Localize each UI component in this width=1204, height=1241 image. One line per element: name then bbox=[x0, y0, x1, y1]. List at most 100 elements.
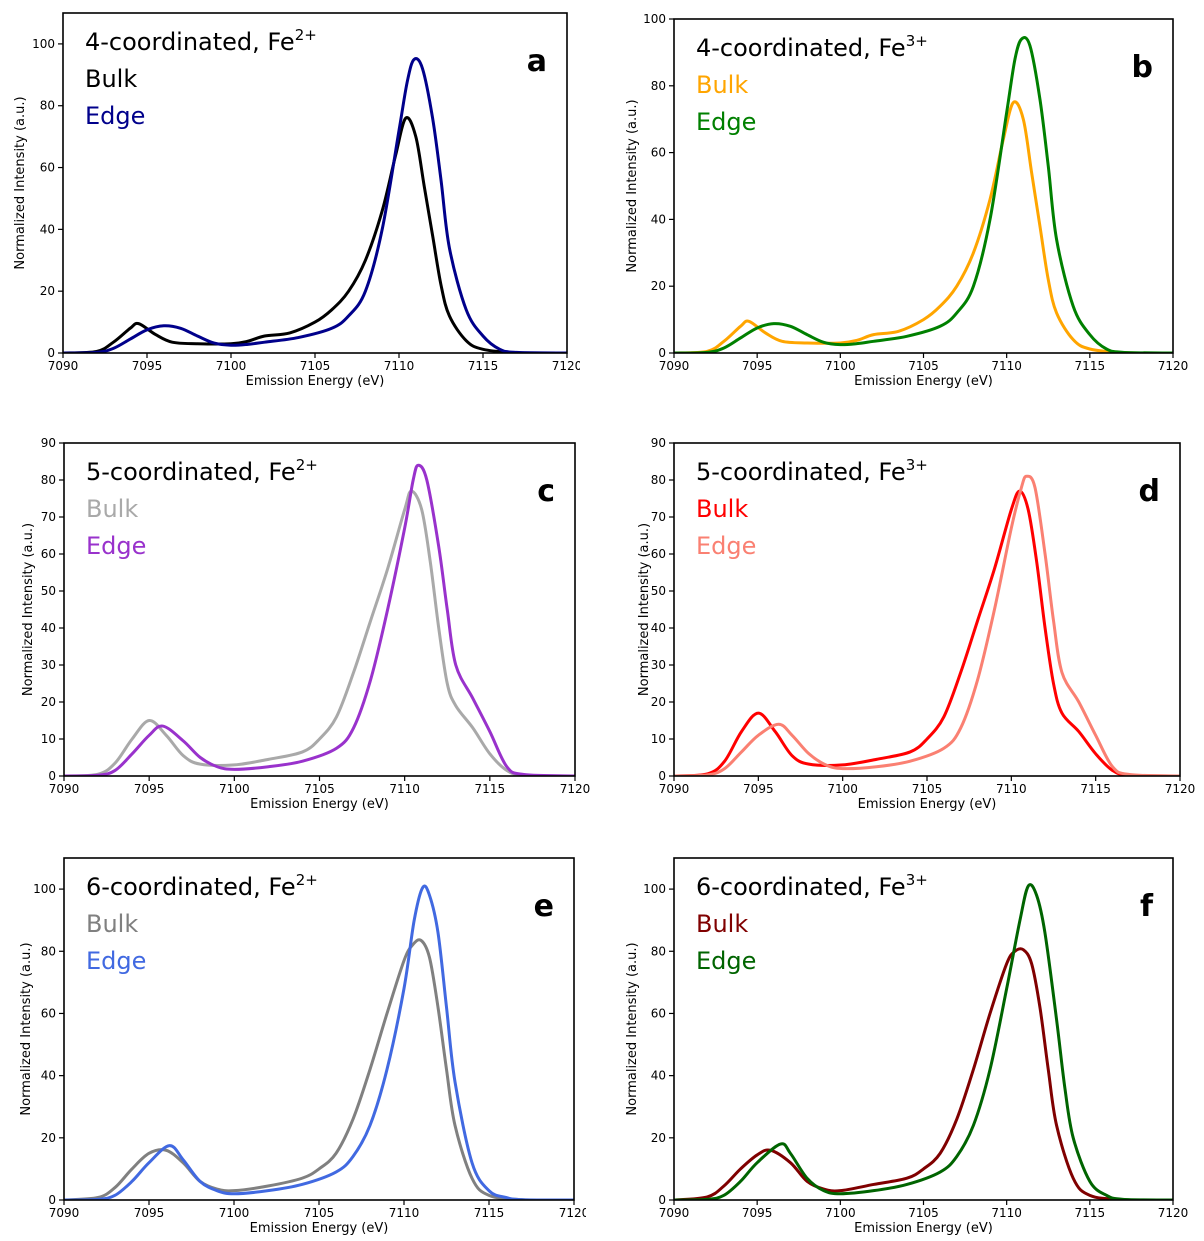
x-tick-label: 7120 bbox=[552, 359, 580, 373]
x-tick-label: 7105 bbox=[908, 359, 939, 373]
y-axis-label: Normalized Intensity (a.u.) bbox=[637, 523, 652, 696]
x-tick-label: 7110 bbox=[996, 782, 1027, 796]
legend-entry-edge: Edge bbox=[696, 108, 756, 136]
x-axis-label: Emission Energy (eV) bbox=[250, 1221, 389, 1236]
x-tick-label: 7095 bbox=[742, 1206, 773, 1220]
x-tick-label: 7095 bbox=[742, 359, 773, 373]
y-tick-label: 0 bbox=[48, 769, 56, 783]
y-tick-label: 90 bbox=[41, 436, 56, 450]
legend-entry-edge: Edge bbox=[85, 102, 145, 130]
x-tick-label: 7100 bbox=[827, 782, 858, 796]
y-tick-label: 60 bbox=[651, 146, 666, 160]
series-line-bulk bbox=[674, 100, 1173, 353]
y-tick-label: 30 bbox=[41, 658, 56, 672]
y-tick-label: 100 bbox=[643, 882, 666, 896]
chart-panel-c: 7090 7095 7100 7105 7110 7115 7120 0 10 20 30 40 50 6… bbox=[8, 432, 598, 822]
x-tick-label: 7110 bbox=[389, 782, 420, 796]
y-tick-label: 80 bbox=[651, 79, 666, 93]
x-tick-label: 7115 bbox=[474, 1206, 505, 1220]
x-tick-label: 7115 bbox=[468, 359, 499, 373]
x-tick-label: 7110 bbox=[991, 1206, 1022, 1220]
x-tick-label: 7105 bbox=[912, 782, 943, 796]
y-tick-label: 40 bbox=[651, 1069, 666, 1083]
series-line-edge bbox=[674, 474, 1180, 776]
y-axis-label: Normalized Intensity (a.u.) bbox=[13, 96, 28, 269]
series-line-edge bbox=[64, 884, 574, 1200]
y-tick-label: 20 bbox=[41, 1131, 56, 1145]
x-tick-label: 7105 bbox=[304, 782, 335, 796]
x-axis-label: Emission Energy (eV) bbox=[854, 374, 993, 389]
y-tick-label: 20 bbox=[651, 695, 666, 709]
plot-frame bbox=[62, 12, 568, 354]
series-line-bulk bbox=[63, 116, 567, 353]
panel-title: 6-coordinated, Fe3+ bbox=[696, 871, 928, 901]
legend-entry-edge: Edge bbox=[696, 532, 756, 560]
x-axis-label: Emission Energy (eV) bbox=[250, 797, 389, 812]
x-tick-label: 7120 bbox=[559, 1206, 586, 1220]
chart-svg-d: 7090 7095 7100 7105 7110 7115 7120010203040506… bbox=[637, 436, 1196, 812]
chart-svg-a: 7090 7095 7100 7105 7110 7115 7120 0 20 40 60 80 100… bbox=[13, 12, 580, 389]
x-axis-label: Emission Energy (eV) bbox=[858, 797, 997, 812]
series-line-bulk bbox=[674, 489, 1180, 776]
y-tick-label: 0 bbox=[47, 346, 55, 360]
x-tick-label: 7105 bbox=[300, 359, 331, 373]
x-tick-label: 7115 bbox=[1080, 782, 1111, 796]
x-tick-label: 7110 bbox=[389, 1206, 420, 1220]
chart-svg-b: 7090 7095 7100 7105 7110 7115 7120 0 20 40 60 80 100… bbox=[625, 12, 1188, 389]
y-axis-label: Normalized Intensity (a.u.) bbox=[21, 523, 36, 696]
y-tick-label: 70 bbox=[41, 510, 56, 524]
y-axis-label: Normalized Intensity (a.u.) bbox=[19, 942, 34, 1115]
y-tick-label: 20 bbox=[651, 1131, 666, 1145]
chart-panel-b: 7090 7095 7100 7105 7110 7115 7120 0 20 40 60 80 100… bbox=[612, 0, 1204, 400]
chart-panel-a: 7090 7095 7100 7105 7110 7115 7120 0 20 40 60 80 100… bbox=[0, 0, 580, 400]
y-tick-label: 40 bbox=[651, 212, 666, 226]
y-tick-label: 60 bbox=[40, 161, 55, 175]
legend-entry-edge: Edge bbox=[696, 947, 756, 975]
y-tick-label: 40 bbox=[40, 222, 55, 236]
x-tick-label: 7095 bbox=[134, 1206, 165, 1220]
legend-entry-bulk: Bulk bbox=[696, 71, 748, 99]
y-tick-label: 50 bbox=[651, 584, 666, 598]
x-tick-label: 7105 bbox=[908, 1206, 939, 1220]
y-tick-label: 80 bbox=[651, 473, 666, 487]
panel-title: 4-coordinated, Fe2+ bbox=[85, 26, 317, 56]
y-tick-label: 60 bbox=[651, 1006, 666, 1020]
y-tick-label: 0 bbox=[48, 1193, 56, 1207]
x-tick-label: 7100 bbox=[825, 1206, 856, 1220]
y-tick-label: 20 bbox=[41, 695, 56, 709]
y-tick-label: 100 bbox=[32, 37, 55, 51]
y-tick-label: 80 bbox=[40, 99, 55, 113]
plot-frame bbox=[63, 857, 575, 1201]
plot-frame bbox=[673, 442, 1181, 777]
x-axis-label: Emission Energy (eV) bbox=[854, 1221, 993, 1236]
y-axis-label: Normalized Intensity (a.u.) bbox=[625, 99, 640, 272]
legend-entry-bulk: Bulk bbox=[696, 910, 748, 938]
x-tick-label: 7100 bbox=[219, 1206, 250, 1220]
x-tick-label: 7115 bbox=[1075, 1206, 1106, 1220]
x-tick-label: 7110 bbox=[991, 359, 1022, 373]
panel-title: 5-coordinated, Fe2+ bbox=[86, 456, 318, 486]
y-tick-label: 0 bbox=[658, 769, 666, 783]
x-tick-label: 7095 bbox=[132, 359, 163, 373]
panel-letter: f bbox=[1140, 889, 1154, 924]
x-tick-label: 7090 bbox=[49, 1206, 80, 1220]
x-tick-label: 7095 bbox=[743, 782, 774, 796]
y-tick-label: 60 bbox=[41, 547, 56, 561]
series-line-edge bbox=[63, 57, 567, 353]
x-tick-label: 7090 bbox=[659, 782, 690, 796]
legend-entry-bulk: Bulk bbox=[86, 495, 138, 523]
y-tick-label: 40 bbox=[651, 621, 666, 635]
panel-letter: e bbox=[534, 889, 554, 924]
y-tick-label: 0 bbox=[658, 346, 666, 360]
y-axis-label: Normalized Intensity (a.u.) bbox=[625, 942, 640, 1115]
y-tick-label: 40 bbox=[41, 1069, 56, 1083]
y-tick-label: 90 bbox=[651, 436, 666, 450]
y-tick-label: 60 bbox=[41, 1006, 56, 1020]
y-tick-label: 10 bbox=[651, 732, 666, 746]
panel-title: 5-coordinated, Fe3+ bbox=[696, 456, 928, 486]
x-tick-label: 7120 bbox=[1165, 782, 1196, 796]
legend-entry-bulk: Bulk bbox=[696, 495, 748, 523]
x-tick-label: 7090 bbox=[659, 1206, 690, 1220]
plot-frame bbox=[673, 857, 1174, 1201]
chart-panel-e: 7090 7095 7100 7105 7110 7115 7120 0 20 40 60 80 100… bbox=[6, 852, 586, 1241]
